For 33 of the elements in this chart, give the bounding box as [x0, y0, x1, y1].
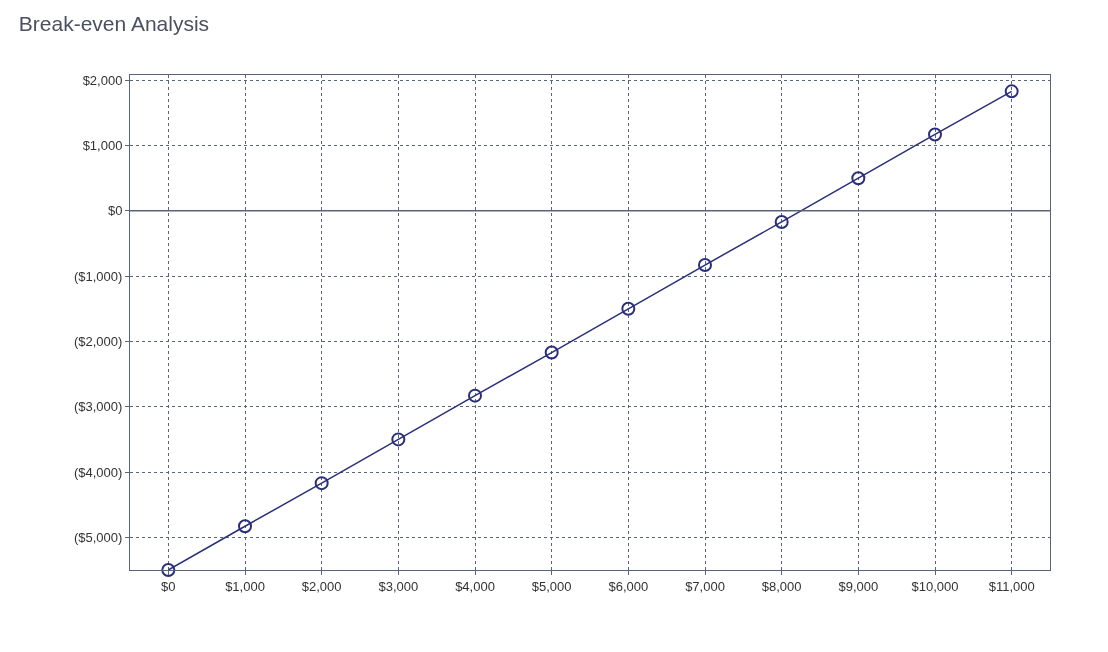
y-tick-label: ($5,000)	[73, 529, 123, 545]
y-tick-label: $2,000	[82, 72, 123, 88]
y-tick-label: ($4,000)	[73, 464, 123, 480]
x-tick-label: $3,000	[378, 578, 419, 594]
x-tick-label: $9,000	[838, 578, 879, 594]
point	[621, 301, 636, 316]
x-tick-label: $7,000	[685, 578, 725, 594]
y-tick-label: ($3,000)	[73, 399, 123, 415]
point	[544, 345, 559, 360]
point	[774, 214, 789, 229]
x-tick-label: $1,000	[225, 578, 265, 594]
point	[238, 519, 252, 534]
x-tick-label: $5,000	[531, 578, 572, 594]
y-tick-label: ($2,000)	[73, 333, 123, 349]
point	[698, 258, 712, 273]
y-tick-label: ($1,000)	[73, 268, 123, 284]
x-tick-label: $8,000	[761, 578, 802, 594]
point	[391, 432, 406, 447]
point	[851, 171, 866, 186]
chart-title: Break-even Analysis	[18, 12, 210, 35]
x-tick-label: $0	[161, 578, 176, 594]
x-tick-label: $6,000	[608, 578, 649, 594]
y-tick-label: $0	[107, 203, 123, 219]
x-tick-label: $2,000	[301, 578, 342, 594]
y-tick-label: $1,000	[82, 138, 123, 154]
point	[1004, 84, 1019, 99]
point	[314, 476, 329, 491]
x-tick-label: $10,000	[911, 578, 959, 594]
point	[928, 127, 942, 142]
point	[468, 388, 482, 403]
point	[161, 563, 176, 577]
x-tick-label: $11,000	[988, 578, 1035, 594]
x-tick-label: $4,000	[455, 578, 495, 594]
